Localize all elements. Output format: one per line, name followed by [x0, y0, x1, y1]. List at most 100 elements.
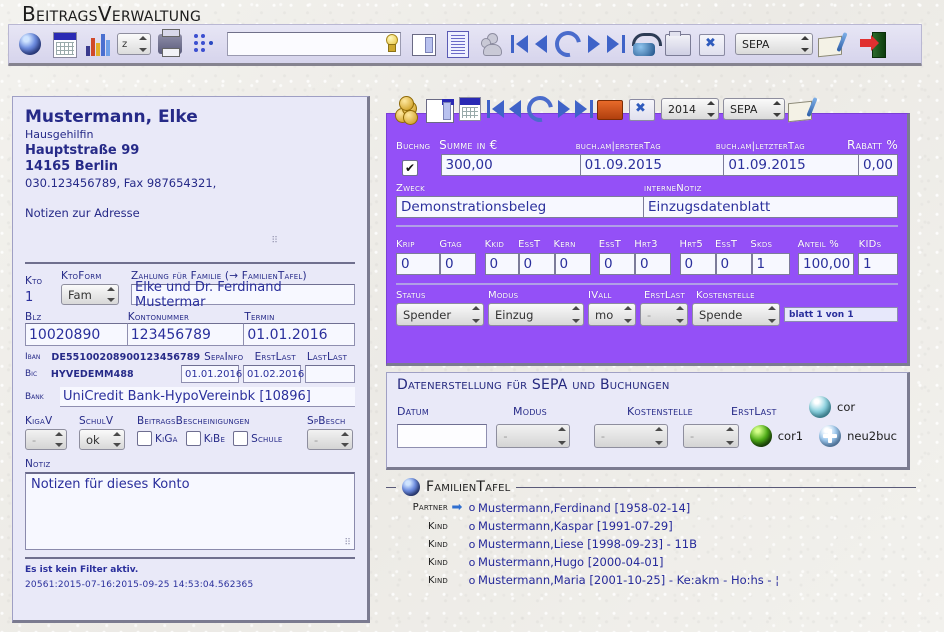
family-member-row[interactable]: Kind o Mustermann,Hugo [2000-04-01]	[386, 555, 916, 569]
nav-prev-icon[interactable]	[533, 32, 551, 56]
checkbox-box[interactable]	[137, 431, 152, 446]
spinner-arrows[interactable]	[557, 427, 566, 445]
checkbox-schule[interactable]: Schule	[233, 431, 282, 446]
spinner-arrows[interactable]	[54, 432, 63, 447]
lastlast-input[interactable]	[304, 365, 355, 383]
family-member-name[interactable]: Mustermann,Ferdinand [1958-02-14]	[478, 500, 691, 515]
combo-arrows[interactable]	[706, 101, 715, 117]
family-member-name[interactable]: Mustermann,Kaspar [1991-07-29]	[478, 519, 673, 533]
zweck-input[interactable]: Demonstrationsbeleg	[396, 196, 644, 218]
spreadsheet-icon[interactable]	[49, 29, 79, 59]
booking-sepa-select[interactable]: SEPA	[723, 98, 785, 120]
money-icon[interactable]	[395, 96, 421, 125]
erstertag-input[interactable]: 01.09.2015	[580, 154, 725, 176]
spinner-arrows[interactable]	[675, 306, 684, 323]
booking-next-icon[interactable]	[555, 97, 573, 121]
booking-erstlast-spinner[interactable]: -	[640, 303, 688, 326]
bank-input[interactable]: UniCredit Bank-HypoVereinbk [10896]	[60, 387, 355, 407]
counter-input-hrt3[interactable]: 0	[635, 253, 672, 275]
sepa-select[interactable]: SEPA	[735, 33, 813, 55]
combo-arrows[interactable]	[772, 101, 781, 117]
letztertag-input[interactable]: 01.09.2015	[724, 154, 859, 176]
phone-icon[interactable]	[629, 29, 662, 59]
family-member-name[interactable]: Mustermann,Liese [1998-09-23] - 11B	[478, 537, 697, 551]
spinner-arrows[interactable]	[726, 427, 735, 445]
checkbox-kibe[interactable]: KiBe	[185, 431, 225, 446]
checkbox-box[interactable]	[185, 431, 201, 446]
people-icon[interactable]	[477, 29, 507, 59]
modus-spinner[interactable]: Einzug	[488, 303, 584, 326]
resize-grip[interactable]: ⠿	[344, 538, 351, 548]
spinner-arrows[interactable]	[106, 287, 115, 302]
counter-input-krip[interactable]: 0	[396, 253, 440, 275]
spinner-arrows[interactable]	[655, 427, 664, 445]
checkbox-kiga[interactable]: KiGa	[137, 431, 178, 446]
counter-input-kkid[interactable]: 0	[484, 253, 519, 275]
spbesch-spinner[interactable]: -	[307, 429, 353, 450]
ivall-spinner[interactable]: mo	[588, 303, 636, 326]
booking-refresh-icon[interactable]	[521, 90, 559, 128]
sepainfo-input[interactable]: 01.01.2016	[180, 365, 242, 383]
cor-icon[interactable]	[809, 396, 831, 418]
family-member-row[interactable]: Kind o Mustermann,Liese [1998-09-23] - 11B	[386, 537, 916, 551]
sepa-kostenstelle-spinner[interactable]: -	[593, 424, 668, 448]
combo-arrows[interactable]	[800, 36, 809, 52]
counter-input-gtag[interactable]: 0	[440, 253, 476, 275]
booking-last-icon[interactable]	[575, 97, 593, 121]
internenotiz-input[interactable]: Einzugsdatenblatt	[644, 196, 898, 218]
booking-save-icon[interactable]	[595, 94, 625, 124]
spinner-arrows[interactable]	[471, 306, 480, 323]
ktoform-spinner[interactable]: Fam	[61, 284, 119, 305]
hint-icon[interactable]	[384, 34, 398, 52]
counter-input-esst[interactable]: 0	[518, 253, 555, 275]
folder-delete-icon[interactable]	[697, 29, 727, 59]
counter-input-kern[interactable]: 0	[554, 253, 591, 275]
blz-input[interactable]: 10020890	[25, 323, 128, 346]
counter-input-esst[interactable]: 0	[715, 253, 752, 275]
lined-doc-icon[interactable]	[443, 29, 473, 59]
z-spinner[interactable]: z	[117, 33, 151, 55]
white-doc-icon[interactable]	[409, 29, 439, 59]
resize-grip[interactable]: ⠿	[271, 236, 278, 246]
spinner-arrows[interactable]	[138, 36, 147, 52]
status-spinner[interactable]: Spender	[396, 303, 484, 326]
erstlast-input[interactable]: 01.02.2016	[242, 365, 304, 383]
schulv-spinner[interactable]: ok	[79, 429, 125, 450]
search-input[interactable]	[227, 32, 401, 56]
printer-icon[interactable]	[155, 29, 185, 59]
sign-icon[interactable]	[817, 29, 848, 59]
kostenstelle-spinner[interactable]: Spende	[692, 303, 780, 326]
rabatt-input[interactable]: 0,00	[858, 154, 898, 176]
booking-sign-icon[interactable]	[787, 94, 818, 124]
buchng-checkbox[interactable]: ✔	[402, 160, 418, 176]
sepa-erstlast-spinner[interactable]: -	[682, 424, 739, 448]
nav-next-icon[interactable]	[585, 32, 603, 56]
nav-last-icon[interactable]	[607, 32, 625, 56]
neu2buc-icon[interactable]	[819, 425, 842, 447]
chart-icon[interactable]	[83, 29, 113, 59]
termin-input[interactable]: 01.01.2016	[244, 323, 355, 346]
spinner-arrows[interactable]	[767, 306, 776, 323]
booking-first-icon[interactable]	[487, 97, 505, 121]
family-member-row[interactable]: Partner ➡ o Mustermann,Ferdinand [1958-02-1…	[386, 500, 916, 515]
booking-delete-icon[interactable]	[627, 94, 657, 124]
refresh-icon[interactable]	[549, 25, 587, 63]
exit-icon[interactable]	[859, 29, 889, 59]
spinner-arrows[interactable]	[571, 306, 580, 323]
notiz-textarea[interactable]: Notizen für dieses Konto ⠿	[25, 472, 355, 550]
family-member-row[interactable]: Kind o Mustermann,Kaspar [1991-07-29]	[386, 519, 916, 533]
family-member-row[interactable]: Kind o Mustermann,Maria [2001-10-25] - Ke:…	[386, 573, 916, 587]
counter-input-skds[interactable]: 1	[751, 253, 790, 275]
counter-input-hrt5[interactable]: 0	[679, 253, 716, 275]
family-payment-input[interactable]: Elke und Dr. Ferdinand Mustermar	[131, 280, 355, 310]
sepa-modus-spinner[interactable]: -	[496, 424, 571, 448]
sepa-datum-input[interactable]	[397, 424, 487, 448]
booking-prev-icon[interactable]	[507, 97, 525, 121]
counter-input-anteil[interactable]: 100,00	[798, 253, 854, 275]
family-member-name[interactable]: Mustermann,Maria [2001-10-25] - Ke:akm -…	[478, 573, 780, 587]
counter-input-esst[interactable]: 0	[599, 253, 636, 275]
cor1-icon[interactable]	[749, 425, 772, 447]
folder-icon[interactable]	[663, 29, 693, 59]
year-select[interactable]: 2014	[661, 98, 719, 120]
spinner-arrows[interactable]	[112, 432, 121, 447]
